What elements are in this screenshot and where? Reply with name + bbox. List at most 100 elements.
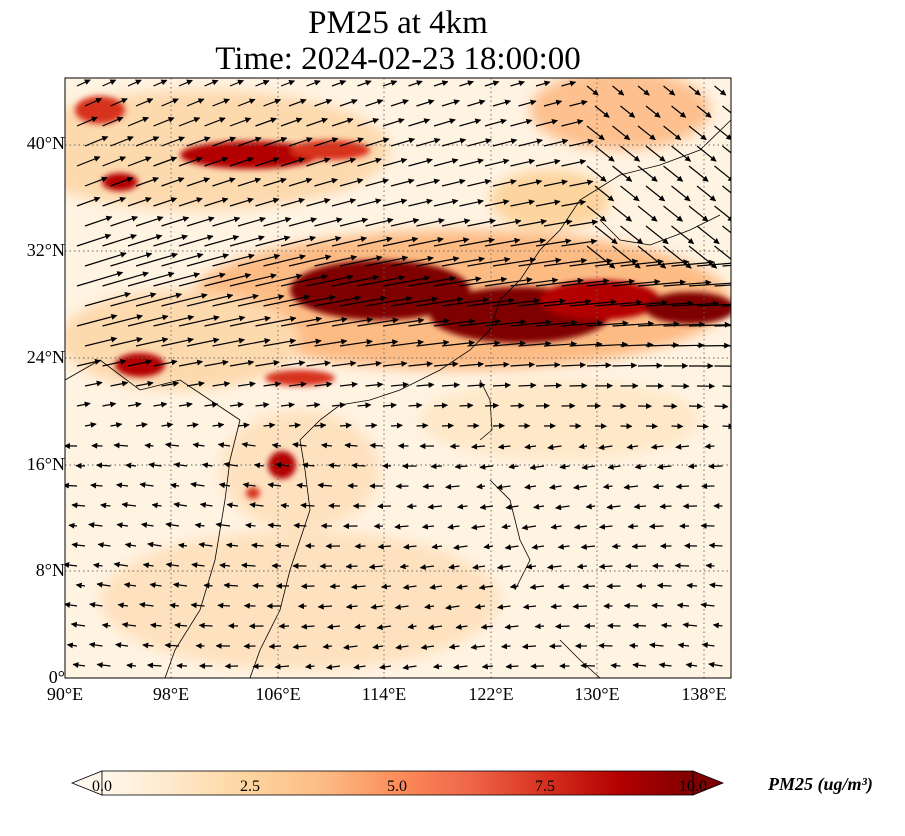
wind-arrow <box>612 320 655 327</box>
wind-arrow <box>153 79 168 87</box>
wind-arrow <box>365 255 409 267</box>
lon-label-138: 138°E <box>681 684 727 704</box>
lat-label-0: 0° <box>48 667 65 687</box>
wind-arrow <box>612 205 632 222</box>
wind-arrow <box>223 461 239 468</box>
wind-arrow <box>594 341 629 348</box>
wind-arrow <box>84 215 113 227</box>
wind-arrow <box>255 157 280 167</box>
wind-arrow <box>204 272 252 287</box>
wind-arrow <box>645 259 690 267</box>
wind-arrow <box>557 543 570 550</box>
wind-arrow <box>549 484 562 490</box>
wind-arrow <box>110 252 153 267</box>
wind-arrow <box>306 316 348 327</box>
wind-arrow <box>576 563 588 570</box>
wind-arrow <box>229 315 271 327</box>
wind-arrow <box>186 216 215 227</box>
wind-arrow <box>345 563 358 570</box>
wind-arrow <box>459 158 484 167</box>
wind-arrow <box>121 621 137 628</box>
wind-arrow <box>329 583 341 590</box>
wind-arrow <box>416 178 441 187</box>
wind-arrow <box>607 463 621 470</box>
wind-arrow <box>688 280 731 287</box>
wind-arrow <box>561 320 604 327</box>
wind-arrow <box>420 644 435 651</box>
wind-arrow <box>382 118 405 127</box>
wind-arrow <box>84 98 103 107</box>
wind-arrow <box>671 423 684 430</box>
wind-arrow <box>518 218 547 227</box>
wind-arrow <box>394 523 409 530</box>
wind-arrow <box>382 157 408 167</box>
wind-arrow <box>226 542 239 549</box>
wind-arrow <box>637 165 658 182</box>
wind-arrow <box>586 165 607 182</box>
wind-arrow <box>550 603 562 610</box>
wind-arrow <box>472 564 486 570</box>
wind-arrow <box>671 300 719 307</box>
wind-arrow <box>535 80 551 87</box>
wind-arrow <box>365 295 413 307</box>
wind-arrow <box>518 138 543 147</box>
wind-arrow <box>331 80 347 87</box>
wind-arrow <box>657 463 672 470</box>
wind-arrow <box>110 422 123 428</box>
wind-arrow <box>531 543 545 550</box>
wind-arrow <box>263 216 292 227</box>
wind-arrow <box>84 176 108 187</box>
wind-arrow <box>408 236 444 247</box>
wind-arrow <box>543 99 563 107</box>
wind-arrow <box>102 314 143 327</box>
wind-arrow <box>688 463 698 470</box>
wind-arrow <box>127 359 153 367</box>
wind-arrow <box>173 461 188 468</box>
wind-arrow <box>271 442 282 449</box>
wind-arrow <box>529 583 545 590</box>
wind-arrow <box>714 403 729 410</box>
wind-arrow <box>534 623 545 630</box>
wind-arrow <box>242 482 256 489</box>
wind-arrow <box>722 264 731 267</box>
lat-label-40: 40°N <box>26 133 65 153</box>
wind-arrow <box>637 125 656 141</box>
wind-arrow <box>201 462 213 469</box>
wind-arrow <box>479 463 494 470</box>
wind-arrow <box>314 295 362 307</box>
wind-arrow <box>620 341 654 348</box>
map-subtitle-time: Time: 2024-02-23 18:00:00 <box>215 41 581 77</box>
wind-arrow <box>484 361 510 368</box>
wind-arrow <box>127 197 152 207</box>
wind-arrow <box>561 119 584 127</box>
wind-arrow <box>408 80 423 87</box>
wind-arrow <box>135 422 148 429</box>
wind-arrow <box>288 177 313 187</box>
wind-arrow <box>543 138 569 147</box>
wind-arrow <box>203 582 213 589</box>
wind-arrow <box>178 542 188 549</box>
wind-arrow <box>229 401 244 408</box>
wind-arrow <box>522 643 537 650</box>
wind-arrow <box>559 463 570 470</box>
wind-arrow <box>688 125 707 141</box>
wind-arrow <box>561 199 587 207</box>
wind-arrow <box>492 257 537 267</box>
wind-arrow <box>121 501 137 508</box>
wind-arrow <box>212 293 259 307</box>
wind-arrow <box>433 663 443 670</box>
wind-arrow <box>75 582 86 589</box>
wind-arrow <box>357 236 393 247</box>
map-panel <box>65 78 731 678</box>
wind-arrow <box>84 336 118 347</box>
wind-arrow <box>522 603 537 610</box>
wind-arrow <box>217 442 231 449</box>
wind-arrow <box>178 117 201 127</box>
wind-arrow <box>547 564 562 570</box>
lat-label-16: 16°N <box>26 454 65 474</box>
wind-arrow <box>339 178 364 187</box>
wind-arrow <box>226 502 239 509</box>
map-title: PM25 at 4km <box>308 5 488 41</box>
wind-arrow <box>71 542 86 549</box>
